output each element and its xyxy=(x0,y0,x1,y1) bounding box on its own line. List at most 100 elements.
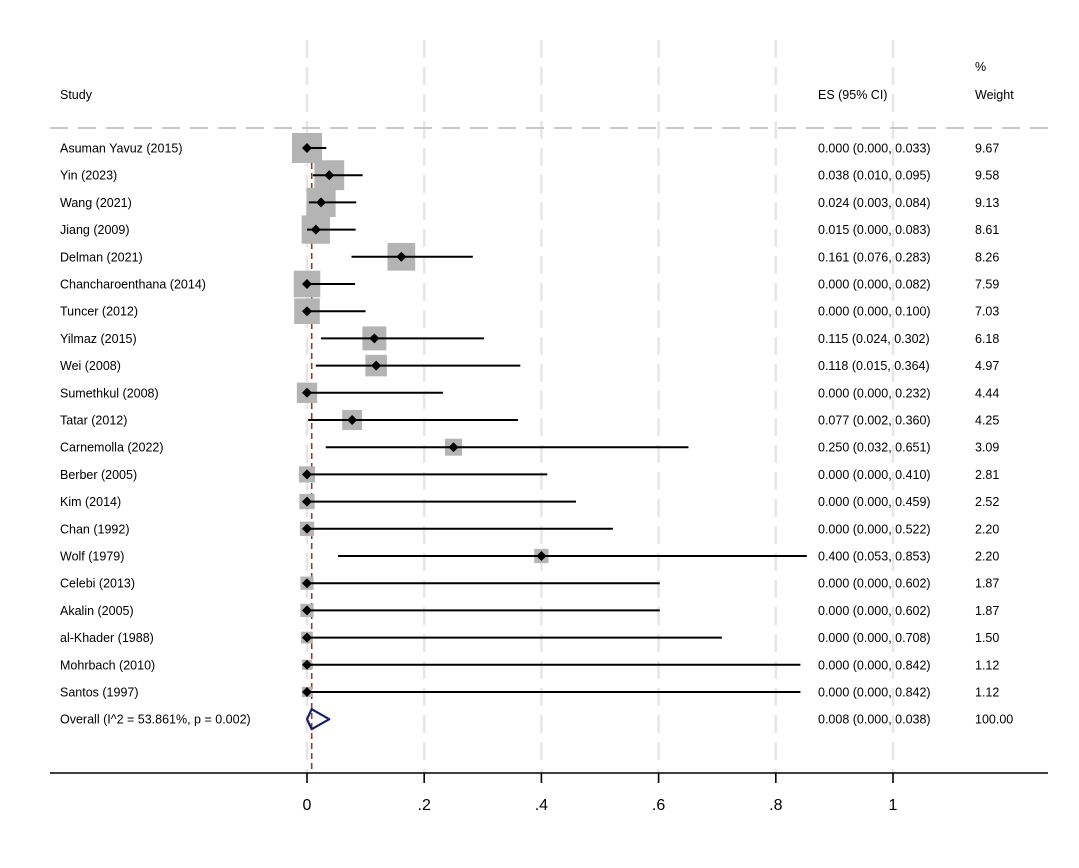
study-weight: 4.44 xyxy=(975,386,999,400)
study-row: al-Khader (1988) 0.000 (0.000, 0.708) 1.50 xyxy=(60,631,999,645)
study-name: Wang (2021) xyxy=(60,196,132,210)
header-es: ES (95% CI) xyxy=(818,88,887,102)
study-weight: 8.61 xyxy=(975,223,999,237)
study-name: Asuman Yavuz (2015) xyxy=(60,142,183,156)
point-estimate xyxy=(302,659,312,670)
overall-es-ci: 0.008 (0.000, 0.038) xyxy=(818,713,931,727)
study-weight: 6.18 xyxy=(975,332,999,346)
study-name: Tatar (2012) xyxy=(60,414,127,428)
study-name: Jiang (2009) xyxy=(60,223,130,237)
header-weight-percent: % xyxy=(975,60,986,74)
header-weight: Weight xyxy=(975,88,1014,102)
study-weight: 8.26 xyxy=(975,250,999,264)
study-es-ci: 0.015 (0.000, 0.083) xyxy=(818,223,931,237)
point-estimate xyxy=(302,469,312,480)
study-row: Asuman Yavuz (2015) 0.000 (0.000, 0.033) 9… xyxy=(60,133,999,163)
study-es-ci: 0.000 (0.000, 0.410) xyxy=(818,468,931,482)
point-estimate xyxy=(324,170,335,181)
study-es-ci: 0.000 (0.000, 0.232) xyxy=(818,386,931,400)
point-estimate xyxy=(448,442,459,453)
study-name: Yin (2023) xyxy=(60,169,117,183)
study-es-ci: 0.000 (0.000, 0.842) xyxy=(818,658,931,672)
study-name: Chancharoenthana (2014) xyxy=(60,278,206,292)
x-axis: 0 .2 .4 .6 .8 1 xyxy=(50,772,1048,814)
gridlines xyxy=(305,40,895,773)
study-row: Wolf (1979) 0.400 (0.053, 0.853) 2.20 xyxy=(60,548,999,564)
study-name: Wei (2008) xyxy=(60,359,121,373)
point-estimate xyxy=(369,333,380,344)
study-weight: 9.67 xyxy=(975,142,999,156)
study-name: Berber (2005) xyxy=(60,468,137,482)
study-weight: 9.58 xyxy=(975,169,999,183)
x-tick-label: 1 xyxy=(889,797,898,814)
study-weight: 7.03 xyxy=(975,305,999,319)
study-name: Yilmaz (2015) xyxy=(60,332,137,346)
study-row: Chancharoenthana (2014) 0.000 (0.000, 0.0… xyxy=(60,270,999,298)
study-weight: 4.25 xyxy=(975,414,999,428)
study-row: Yin (2023) 0.038 (0.010, 0.095) 9.58 xyxy=(60,160,999,191)
study-name: Tuncer (2012) xyxy=(60,305,138,319)
study-weight: 7.59 xyxy=(975,278,999,292)
study-es-ci: 0.400 (0.053, 0.853) xyxy=(818,550,931,564)
study-row: Delman (2021) 0.161 (0.076, 0.283) 8.26 xyxy=(60,242,999,271)
point-estimate xyxy=(302,279,312,289)
point-estimate xyxy=(302,605,312,616)
study-name: Chan (1992) xyxy=(60,522,130,536)
study-row: Mohrbach (2010) 0.000 (0.000, 0.842) 1.12 xyxy=(60,658,999,672)
x-tick-label: .2 xyxy=(418,797,431,814)
study-weight: 2.20 xyxy=(975,522,999,536)
header-study: Study xyxy=(60,88,93,102)
study-name: Mohrbach (2010) xyxy=(60,658,155,672)
point-estimate xyxy=(302,523,312,534)
point-estimate xyxy=(302,496,312,507)
overall-row: Overall (I^2 = 53.861%, p = 0.002) 0.008 … xyxy=(60,708,1013,731)
study-es-ci: 0.000 (0.000, 0.522) xyxy=(818,522,931,536)
study-weight: 1.87 xyxy=(975,604,999,618)
point-estimate xyxy=(302,143,312,153)
study-es-ci: 0.250 (0.032, 0.651) xyxy=(818,441,931,455)
study-es-ci: 0.000 (0.000, 0.100) xyxy=(818,305,931,319)
study-es-ci: 0.000 (0.000, 0.602) xyxy=(818,604,931,618)
overall-diamond xyxy=(305,708,331,731)
study-rows: Asuman Yavuz (2015) 0.000 (0.000, 0.033) 9… xyxy=(60,133,999,700)
study-weight: 1.87 xyxy=(975,577,999,591)
study-es-ci: 0.024 (0.003, 0.084) xyxy=(818,196,931,210)
study-weight: 2.52 xyxy=(975,495,999,509)
study-row: Carnemolla (2022) 0.250 (0.032, 0.651) 3.0… xyxy=(60,438,999,456)
point-estimate xyxy=(347,415,358,425)
study-name: Sumethkul (2008) xyxy=(60,386,159,400)
study-es-ci: 0.118 (0.015, 0.364) xyxy=(818,359,930,373)
study-row: Akalin (2005) 0.000 (0.000, 0.602) 1.87 xyxy=(60,603,999,618)
overall-weight: 100.00 xyxy=(975,713,1013,727)
study-weight: 9.13 xyxy=(975,196,999,210)
study-row: Sumethkul (2008) 0.000 (0.000, 0.232) 4.44 xyxy=(60,382,999,403)
study-row: Tatar (2012) 0.077 (0.002, 0.360) 4.25 xyxy=(60,410,999,430)
study-es-ci: 0.038 (0.010, 0.095) xyxy=(818,169,931,183)
study-name: al-Khader (1988) xyxy=(60,631,154,645)
point-estimate xyxy=(302,387,312,398)
point-estimate xyxy=(316,197,327,208)
study-name: Wolf (1979) xyxy=(60,550,124,564)
x-tick-label: 0 xyxy=(303,797,312,814)
study-es-ci: 0.115 (0.024, 0.302) xyxy=(818,332,930,346)
study-name: Santos (1997) xyxy=(60,686,139,700)
study-name: Akalin (2005) xyxy=(60,604,134,618)
study-es-ci: 0.000 (0.000, 0.842) xyxy=(818,686,931,700)
study-row: Celebi (2013) 0.000 (0.000, 0.602) 1.87 xyxy=(60,576,999,591)
study-es-ci: 0.000 (0.000, 0.459) xyxy=(818,495,931,509)
study-es-ci: 0.077 (0.002, 0.360) xyxy=(818,414,931,428)
study-name: Delman (2021) xyxy=(60,250,143,264)
x-tick-label: .4 xyxy=(535,797,548,814)
study-weight: 2.20 xyxy=(975,550,999,564)
study-row: Kim (2014) 0.000 (0.000, 0.459) 2.52 xyxy=(60,493,999,510)
study-name: Carnemolla (2022) xyxy=(60,441,164,455)
point-estimate xyxy=(396,251,407,262)
point-estimate xyxy=(302,578,312,589)
study-weight: 4.97 xyxy=(975,359,999,373)
point-estimate xyxy=(302,687,312,697)
study-row: Berber (2005) 0.000 (0.000, 0.410) 2.81 xyxy=(60,466,999,483)
point-estimate xyxy=(536,551,547,561)
study-es-ci: 0.000 (0.000, 0.708) xyxy=(818,631,931,645)
study-weight: 1.12 xyxy=(975,686,999,700)
point-estimate xyxy=(302,632,312,643)
